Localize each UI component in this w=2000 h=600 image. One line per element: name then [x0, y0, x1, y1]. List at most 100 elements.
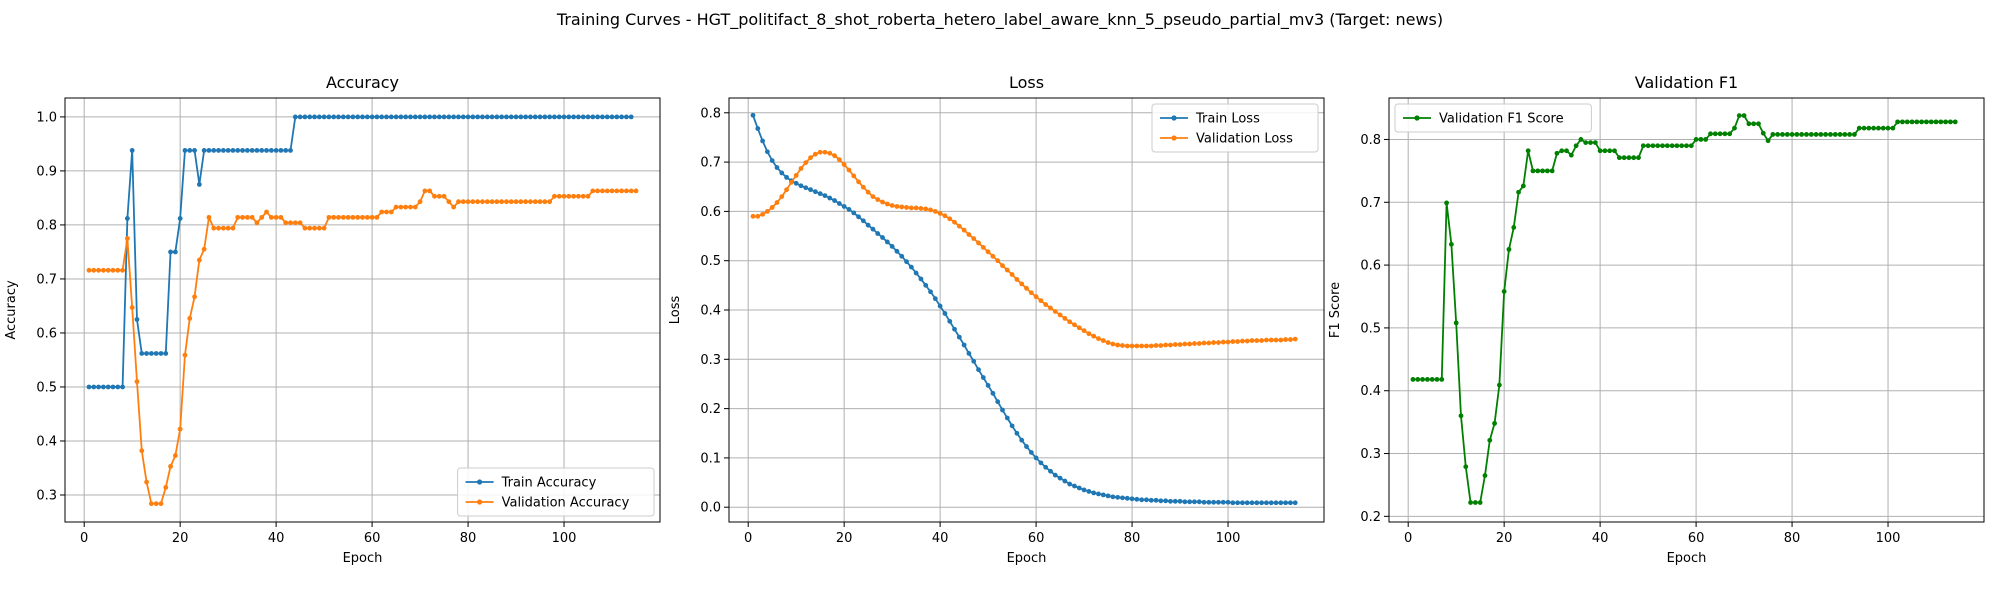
data-point	[1268, 500, 1274, 506]
data-point	[278, 147, 284, 153]
data-point	[1458, 413, 1464, 419]
data-point	[264, 209, 269, 215]
data-point	[1216, 340, 1221, 345]
data-point	[1009, 272, 1015, 277]
x-tick-label: 100	[1876, 531, 1901, 546]
data-point	[504, 114, 509, 120]
data-point	[408, 114, 413, 120]
data-point	[952, 219, 957, 225]
data-point	[1727, 131, 1733, 137]
data-point	[1410, 377, 1416, 382]
data-point	[398, 114, 404, 120]
series-line	[88, 189, 637, 505]
data-point	[1453, 320, 1459, 326]
data-point	[808, 155, 813, 161]
data-point	[1192, 499, 1197, 505]
data-point	[1288, 337, 1293, 342]
data-point	[1631, 155, 1637, 161]
data-point	[793, 180, 799, 186]
data-point	[350, 214, 356, 220]
data-point	[216, 225, 221, 231]
data-point	[1612, 148, 1617, 154]
data-point	[836, 157, 842, 163]
data-point	[590, 114, 596, 120]
data-point	[480, 114, 485, 120]
data-point	[1660, 143, 1665, 149]
data-point	[1163, 498, 1169, 504]
data-point	[1688, 143, 1694, 149]
data-point	[1129, 496, 1135, 502]
data-point	[1024, 444, 1029, 449]
data-point	[899, 204, 905, 210]
data-point	[148, 351, 154, 356]
data-point	[1592, 140, 1598, 146]
data-point	[206, 147, 212, 153]
data-point	[96, 384, 101, 390]
data-point	[1876, 125, 1881, 131]
data-point	[1283, 500, 1289, 506]
data-point	[1434, 377, 1440, 382]
legend: Train Accuracy Validation Accuracy	[457, 467, 655, 517]
data-point	[600, 188, 605, 194]
data-point	[1067, 319, 1073, 325]
data-point	[1105, 340, 1111, 345]
data-point	[580, 114, 586, 120]
data-point	[1847, 132, 1853, 137]
data-point	[822, 149, 828, 155]
data-point	[808, 187, 813, 193]
data-point	[1708, 131, 1713, 137]
data-point	[595, 188, 601, 194]
legend-swatch-marker	[477, 499, 483, 505]
data-point	[889, 203, 895, 208]
data-point	[1856, 125, 1862, 131]
data-point	[105, 267, 111, 273]
data-point	[769, 158, 775, 164]
data-point	[1890, 125, 1896, 131]
data-point	[566, 193, 572, 199]
data-point	[576, 114, 581, 120]
data-point	[326, 214, 332, 220]
data-point	[1062, 315, 1068, 321]
data-point	[1554, 150, 1560, 156]
legend: Validation F1 Score	[1394, 103, 1592, 133]
data-point	[532, 199, 538, 205]
data-point	[345, 114, 351, 120]
data-point	[374, 214, 380, 220]
data-point	[249, 147, 255, 153]
data-point	[1081, 487, 1087, 493]
data-point	[100, 384, 106, 390]
data-point	[225, 225, 231, 231]
data-point	[1091, 333, 1097, 339]
data-point	[556, 114, 562, 120]
data-point	[340, 114, 346, 120]
data-point	[312, 225, 317, 231]
data-point	[1052, 309, 1058, 314]
y-tick-label: 0.7	[1360, 196, 1381, 211]
data-point	[316, 114, 322, 120]
data-point	[537, 114, 543, 120]
data-point	[129, 305, 135, 310]
data-point	[1144, 497, 1149, 503]
x-tick-label: 0	[744, 531, 752, 546]
data-point	[1244, 338, 1250, 344]
data-point	[1832, 132, 1838, 137]
data-point	[1804, 132, 1809, 137]
data-point	[604, 114, 610, 120]
data-point	[779, 194, 785, 200]
data-point	[1076, 485, 1082, 491]
data-point	[1415, 377, 1421, 382]
x-tick-label: 80	[460, 531, 477, 546]
data-point	[144, 479, 149, 485]
data-point	[192, 147, 197, 153]
data-point	[764, 209, 770, 214]
data-point	[513, 199, 519, 205]
data-point	[360, 114, 365, 120]
data-point	[1235, 500, 1241, 506]
y-tick-label: 0.9	[36, 164, 57, 179]
data-point	[624, 188, 629, 194]
data-point	[894, 248, 900, 254]
data-point	[870, 194, 876, 200]
data-point	[913, 270, 919, 276]
data-point	[827, 195, 833, 201]
data-point	[1948, 119, 1953, 125]
